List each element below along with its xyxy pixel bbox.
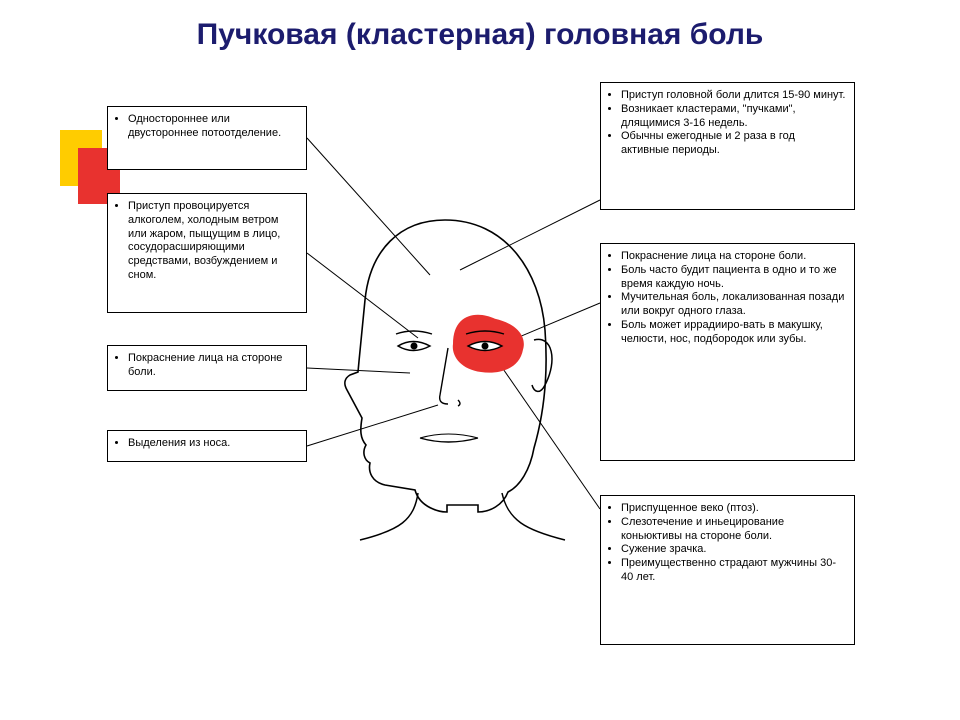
annotation-item: Одностороннее или двустороннее потоотдел… — [128, 113, 298, 141]
annotation-item: Мучительная боль, локализованная позади … — [621, 291, 846, 319]
annotation-box-eye_pain: Покраснение лица на стороне боли.Боль ча… — [600, 243, 855, 461]
right-ear — [532, 339, 552, 391]
annotation-item: Обычны ежегодные и 2 раза в год активные… — [621, 130, 846, 158]
annotation-box-triggers: Приступ провоцируется алкоголем, холодны… — [107, 193, 307, 313]
annotation-item: Приспущенное веко (птоз). — [621, 502, 846, 516]
annotation-box-attack_pattern: Приступ головной боли длится 15-90 минут… — [600, 82, 855, 210]
annotation-item: Сужение зрачка. — [621, 543, 846, 557]
annotation-item: Покраснение лица на стороне боли. — [621, 250, 846, 264]
annotation-item: Слезотечение и иньецирование коньюктивы … — [621, 516, 846, 544]
annotation-item: Покраснение лица на стороне боли. — [128, 352, 298, 380]
annotation-item: Выделения из носа. — [128, 437, 298, 451]
annotation-item: Боль часто будит пациента в одно и то же… — [621, 264, 846, 292]
neck-shoulders — [360, 493, 565, 540]
annotation-box-sweating: Одностороннее или двустороннее потоотдел… — [107, 106, 307, 170]
annotation-item: Приступ провоцируется алкоголем, холодны… — [128, 200, 298, 283]
annotation-item: Преимущественно страдают мужчины 30-40 л… — [621, 557, 846, 585]
annotation-box-nasal: Выделения из носа. — [107, 430, 307, 462]
annotation-item: Боль может иррадииро-вать в макушку, чел… — [621, 319, 846, 347]
annotation-item: Возникает кластерами, "пучками", длящими… — [621, 103, 846, 131]
annotation-item: Приступ головной боли длится 15-90 минут… — [621, 89, 846, 103]
annotation-box-ptosis: Приспущенное веко (птоз).Слезотечение и … — [600, 495, 855, 645]
annotation-box-flush: Покраснение лица на стороне боли. — [107, 345, 307, 391]
mouth — [420, 438, 478, 442]
